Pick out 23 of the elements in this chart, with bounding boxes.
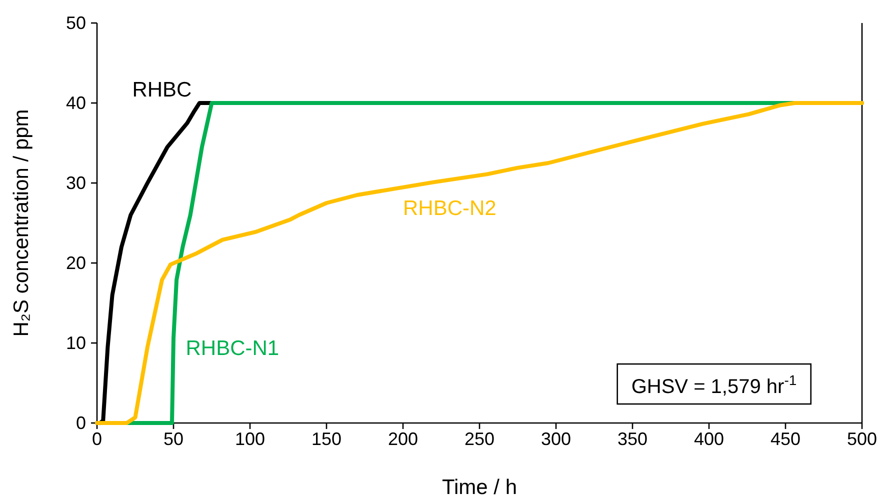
y-tick-label: 20	[66, 252, 86, 273]
y-axis-title: H₂S concentration / ppm	[10, 109, 33, 337]
y-tick-label: 50	[66, 12, 86, 33]
series-label: RHBC	[132, 78, 192, 102]
y-tick-label: 10	[66, 332, 86, 353]
x-tick-label: 100	[234, 428, 266, 449]
x-tick-label: 400	[694, 428, 724, 449]
x-tick-label: 150	[311, 428, 342, 449]
y-tick-label: 0	[76, 412, 86, 433]
x-tick-label: 350	[617, 428, 648, 449]
x-axis-title: Time / h	[442, 476, 518, 499]
y-tick-label: 30	[66, 172, 86, 193]
x-tick-label: 0	[92, 428, 102, 449]
y-tick-label: 40	[66, 92, 86, 113]
annotation: GHSV = 1,579 hr$^{-1}$	[631, 372, 797, 398]
x-tick-label: 50	[163, 428, 184, 449]
x-tick-label: 300	[540, 428, 572, 449]
series-label: RHBC-N1	[186, 337, 280, 360]
x-tick-label: 250	[464, 428, 495, 449]
x-tick-label: 450	[770, 428, 801, 449]
series-label: RHBC-N2	[403, 197, 496, 220]
x-tick-label: 500	[846, 428, 878, 449]
x-tick-label: 200	[388, 428, 418, 449]
